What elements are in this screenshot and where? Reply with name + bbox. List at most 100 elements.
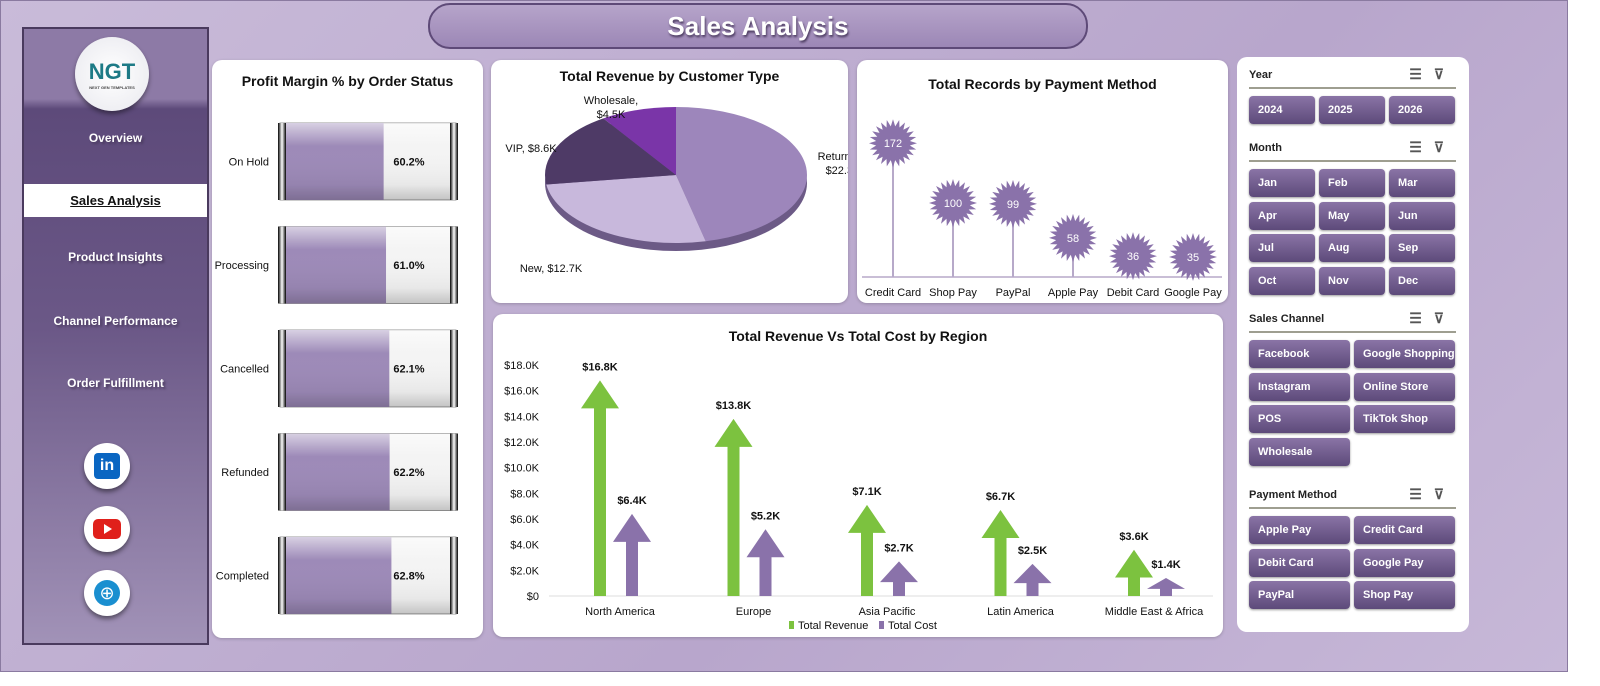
- lollipop-marker: [1109, 232, 1157, 281]
- category-label: North America: [585, 606, 656, 618]
- youtube-icon[interactable]: [84, 506, 130, 552]
- data-label: 35: [1187, 252, 1199, 264]
- slicer-button[interactable]: Google Pay: [1354, 548, 1455, 577]
- slicer-title: Sales Channel: [1249, 313, 1325, 325]
- logo-subtext: NEXT GEN TEMPLATES: [89, 84, 135, 90]
- category-label: Google Pay: [1164, 287, 1222, 299]
- category-label: Latin America: [987, 606, 1055, 618]
- slicer-button[interactable]: Facebook: [1249, 340, 1350, 368]
- slicer-title: Payment Method: [1249, 489, 1338, 501]
- slicer-button[interactable]: Jul: [1249, 234, 1315, 263]
- category-label: Refunded: [221, 467, 269, 479]
- sidebar: NGT NEXT GEN TEMPLATES Overview Sales An…: [22, 27, 209, 645]
- data-label: 36: [1127, 251, 1139, 263]
- multi-select-icon[interactable]: ☰: [1409, 139, 1434, 155]
- bar-cap-left: [278, 537, 286, 614]
- data-label: $1.4K: [1151, 559, 1180, 571]
- slicer-button[interactable]: Wholesale: [1249, 438, 1350, 467]
- data-label: 99: [1007, 199, 1019, 211]
- slicer-button[interactable]: Apr: [1249, 201, 1315, 230]
- category-label: Middle East & Africa: [1105, 606, 1204, 618]
- category-label: PayPal: [996, 287, 1031, 299]
- page-title: Sales Analysis: [428, 3, 1088, 49]
- bar-cap-right: [450, 226, 458, 304]
- multi-select-icon[interactable]: ☰: [1409, 486, 1434, 502]
- chart-title: Total Revenue Vs Total Cost by Region: [728, 328, 988, 344]
- data-label: Returning, $22.3K: [818, 151, 848, 177]
- label-line: Returning,: [818, 151, 848, 163]
- slicer-header: Payment Method ☰⊽: [1249, 486, 1456, 509]
- globe-icon[interactable]: ⊕: [84, 570, 130, 616]
- clear-filter-icon[interactable]: ⊽: [1433, 486, 1456, 502]
- slicer-button[interactable]: Debit Card: [1249, 548, 1350, 577]
- nav-order-fulfillment[interactable]: Order Fulfillment: [67, 376, 164, 390]
- y-tick-label: $16.0K: [504, 386, 540, 398]
- data-label: 62.8%: [393, 571, 424, 583]
- clear-filter-icon[interactable]: ⊽: [1433, 139, 1456, 155]
- slicer-button[interactable]: Online Store: [1354, 372, 1455, 401]
- slicer-button[interactable]: Jun: [1389, 201, 1455, 230]
- nav-channel-performance[interactable]: Channel Performance: [53, 314, 178, 328]
- lollipop-marker: [1169, 232, 1217, 281]
- slicer-button[interactable]: Apple Pay: [1249, 516, 1350, 544]
- slicer-button[interactable]: TikTok Shop: [1354, 405, 1455, 434]
- bar-cap-left: [278, 123, 286, 200]
- bar-gloss: [280, 226, 456, 304]
- legend-swatch: [879, 621, 884, 629]
- data-label: VIP, $8.6K: [505, 143, 557, 155]
- chart-title: Total Records by Payment Method: [928, 76, 1157, 92]
- region-card: Total Revenue Vs Total Cost by Region $0…: [493, 314, 1223, 637]
- slicer-panel: Year ☰⊽ 2024 2025 2026 Month ☰⊽ Jan Feb Mar Apr May…: [1237, 57, 1469, 632]
- bar-cap-right: [450, 330, 458, 407]
- customer-type-pie: Returning, $22.3K New, $12.7K VIP, $8.6K Who…: [505, 95, 848, 275]
- slicer-button[interactable]: 2026: [1389, 96, 1455, 124]
- logo: NGT NEXT GEN TEMPLATES: [75, 37, 149, 111]
- slicer-button[interactable]: Google Shopping: [1354, 340, 1455, 368]
- nav-sales-analysis[interactable]: Sales Analysis: [24, 184, 207, 217]
- data-label: 62.2%: [393, 467, 424, 479]
- profit-margin-chart: On Hold 60.2% Processing 61.0% Cancelled 62.1…: [215, 122, 458, 615]
- data-label: 62.1%: [393, 364, 424, 376]
- slicer-button[interactable]: Mar: [1389, 169, 1455, 197]
- revenue-arrow: [581, 380, 619, 596]
- slicer-button[interactable]: Feb: [1319, 169, 1385, 197]
- y-tick-label: $10.0K: [504, 463, 540, 475]
- linkedin-icon[interactable]: in: [84, 443, 130, 489]
- legend-swatch: [789, 621, 794, 629]
- cost-arrow: [880, 561, 918, 596]
- clear-filter-icon[interactable]: ⊽: [1433, 66, 1456, 82]
- data-label: New, $12.7K: [520, 263, 583, 275]
- bar-cap-left: [278, 226, 286, 304]
- slicer-button[interactable]: Sep: [1389, 234, 1455, 263]
- data-label: 60.2%: [393, 157, 424, 169]
- data-label: $13.8K: [716, 400, 752, 412]
- bar-cap-right: [450, 123, 458, 200]
- slicer-button[interactable]: Aug: [1319, 234, 1385, 263]
- clear-filter-icon[interactable]: ⊽: [1433, 310, 1456, 326]
- slicer-button[interactable]: POS: [1249, 405, 1350, 434]
- slicer-button[interactable]: Shop Pay: [1354, 581, 1455, 610]
- multi-select-icon[interactable]: ☰: [1409, 310, 1434, 326]
- slicer-button[interactable]: PayPal: [1249, 581, 1350, 610]
- slicer-button[interactable]: Jan: [1249, 169, 1315, 197]
- slicer-header: Year ☰⊽: [1249, 66, 1456, 89]
- slicer-button[interactable]: Instagram: [1249, 372, 1350, 401]
- data-label: 61.0%: [393, 260, 424, 272]
- slicer-button[interactable]: Credit Card: [1354, 516, 1455, 544]
- slicer-button[interactable]: 2024: [1249, 96, 1315, 124]
- slicer-button[interactable]: Oct: [1249, 267, 1315, 296]
- nav-product-insights[interactable]: Product Insights: [68, 250, 163, 264]
- bar-gloss: [280, 537, 456, 614]
- slicer-button[interactable]: Nov: [1319, 267, 1385, 296]
- payment-method-card: Total Records by Payment Method 172 Credi…: [857, 60, 1228, 303]
- multi-select-icon[interactable]: ☰: [1409, 66, 1434, 82]
- data-label: 172: [884, 138, 902, 150]
- category-label: Completed: [216, 571, 269, 583]
- bar-gloss: [280, 433, 456, 511]
- slicer-button[interactable]: Dec: [1389, 267, 1455, 296]
- nav-overview[interactable]: Overview: [88, 131, 143, 145]
- slicer-button[interactable]: May: [1319, 201, 1385, 230]
- label-line: Wholesale,: [584, 95, 638, 107]
- slicer-button[interactable]: 2025: [1319, 96, 1385, 124]
- data-label: 58: [1067, 233, 1079, 245]
